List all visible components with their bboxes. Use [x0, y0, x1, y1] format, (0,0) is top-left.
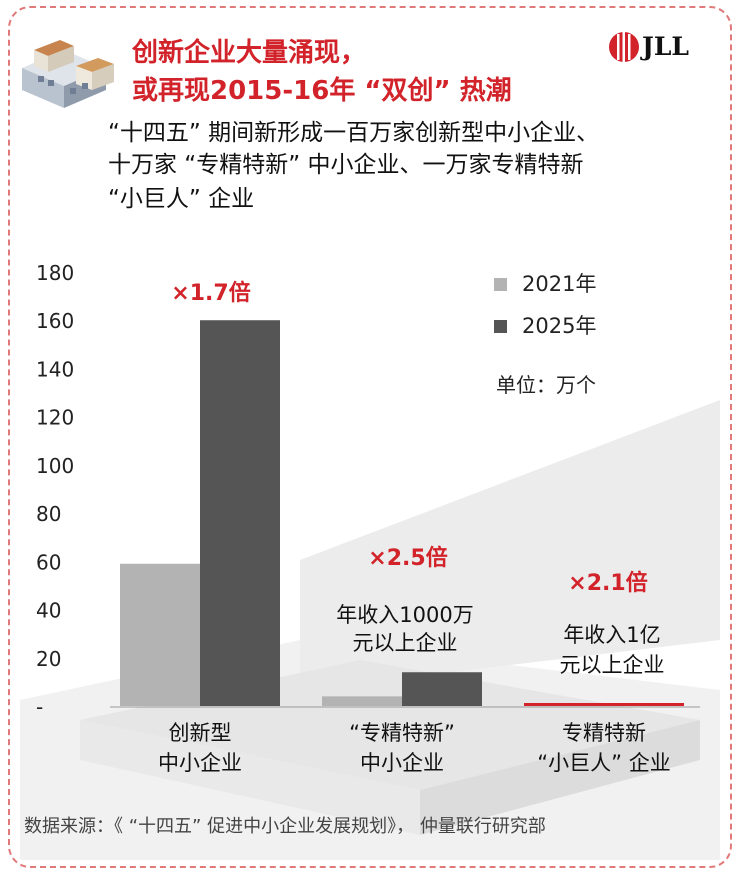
category-label: “小巨人” 企业	[537, 751, 670, 775]
category-label: 中小企业	[158, 751, 242, 775]
bar-2025-0	[200, 320, 280, 706]
y-tick-label: 60	[36, 550, 61, 574]
category-label: 中小企业	[360, 751, 444, 775]
y-tick-label: -	[36, 695, 43, 719]
subtitle-line-2: 十万家 “专精特新” 中小企业、一万家专精特新	[108, 152, 584, 178]
y-tick-label: 160	[36, 309, 74, 333]
jll-logo-icon	[609, 32, 639, 62]
note-label: 年收入1亿	[563, 623, 660, 647]
bar-2021-0	[120, 563, 200, 706]
y-tick-label: 180	[36, 261, 74, 285]
logo-text: JLL	[642, 32, 689, 61]
multiplier-label: ×2.5倍	[368, 545, 447, 571]
y-tick-label: 20	[36, 647, 61, 671]
unit-label: 单位：万个	[496, 373, 596, 397]
legend-label: 2021年	[522, 272, 596, 296]
legend-swatch-2025	[494, 320, 507, 333]
bar-2025-1	[402, 672, 482, 706]
title-line-2: 或再现2015-16年 “双创” 热潮	[132, 76, 512, 106]
source-note: 数据来源：《 “十四五” 促进中小企业发展规划》， 仲量联行研究部	[24, 816, 546, 837]
y-tick-label: 80	[36, 502, 61, 526]
y-tick-label: 40	[36, 599, 61, 623]
multiplier-label: ×1.7倍	[171, 280, 250, 306]
note-label: 元以上企业	[560, 653, 665, 677]
legend-swatch-2021	[494, 278, 507, 291]
bar-2021-1	[322, 696, 402, 706]
building-icon	[22, 40, 114, 108]
y-tick-label: 120	[36, 406, 74, 430]
multiplier-label: ×2.1倍	[568, 570, 647, 596]
category-label: 专精特新	[562, 721, 646, 745]
bar-2025-2	[604, 703, 684, 706]
legend-label: 2025年	[522, 314, 596, 338]
bar-2021-2	[524, 703, 604, 706]
category-label: “专精特新”	[349, 721, 455, 745]
category-label: 创新型	[169, 721, 232, 745]
subtitle-line-3: “小巨人” 企业	[108, 186, 255, 212]
title-line-1: 创新企业大量涌现，	[132, 38, 367, 68]
y-tick-label: 100	[36, 454, 74, 478]
note-label: 年收入1000万	[336, 603, 473, 627]
y-tick-label: 140	[36, 357, 74, 381]
note-label: 元以上企业	[353, 631, 458, 655]
subtitle-line-1: “十四五” 期间新形成一百万家创新型中小企业、	[108, 120, 600, 146]
